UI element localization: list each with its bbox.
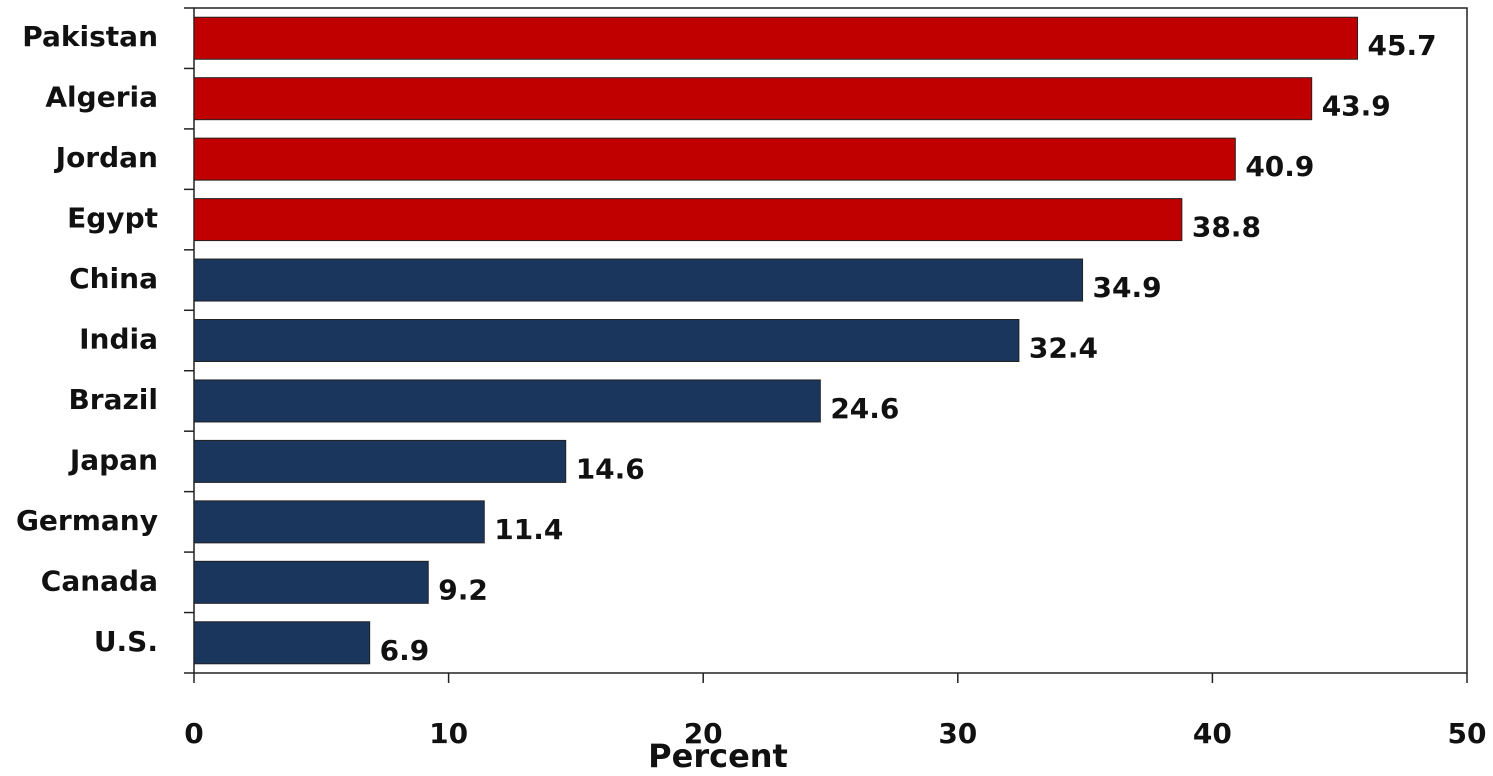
bar: [193, 439, 567, 483]
y-tick-label: China: [69, 262, 158, 295]
bar: [193, 621, 371, 665]
y-tick-label: Germany: [16, 504, 158, 537]
x-tick-label: 20: [684, 717, 723, 750]
y-tick-label: Pakistan: [22, 20, 158, 53]
value-label: 9.2: [438, 573, 488, 606]
bar: [193, 198, 1183, 242]
y-tick-label: Egypt: [67, 202, 158, 235]
value-label: 34.9: [1093, 271, 1162, 304]
y-tick-label: Canada: [41, 564, 158, 597]
y-tick-label: India: [79, 323, 158, 356]
x-tick-label: 0: [184, 717, 203, 750]
x-tick-label: 40: [1193, 717, 1232, 750]
value-label: 40.9: [1245, 150, 1314, 183]
bar: [193, 77, 1313, 121]
value-label: 32.4: [1029, 332, 1098, 365]
y-tick-label: Algeria: [45, 81, 158, 114]
y-tick-label: Jordan: [54, 141, 158, 174]
x-tick-label: 50: [1448, 717, 1487, 750]
value-label: 43.9: [1322, 90, 1391, 123]
bar: [193, 137, 1236, 181]
bar: [193, 16, 1359, 60]
y-tick-label: U.S.: [94, 625, 158, 658]
bar: [193, 319, 1020, 362]
x-axis-title: Percent: [648, 737, 788, 775]
bar: [193, 258, 1084, 302]
value-label: 24.6: [830, 392, 899, 425]
bar: [193, 379, 821, 423]
value-label: 14.6: [576, 452, 645, 485]
bar: [193, 500, 485, 544]
x-tick-label: 30: [938, 717, 977, 750]
x-tick-label: 10: [429, 717, 468, 750]
y-tick-label: Brazil: [68, 383, 158, 416]
value-label: 45.7: [1368, 29, 1437, 62]
value-label: 38.8: [1192, 211, 1261, 244]
bar: [193, 560, 429, 604]
y-tick-label: Japan: [68, 443, 158, 476]
value-label: 11.4: [494, 513, 563, 546]
value-label: 6.9: [380, 634, 430, 667]
